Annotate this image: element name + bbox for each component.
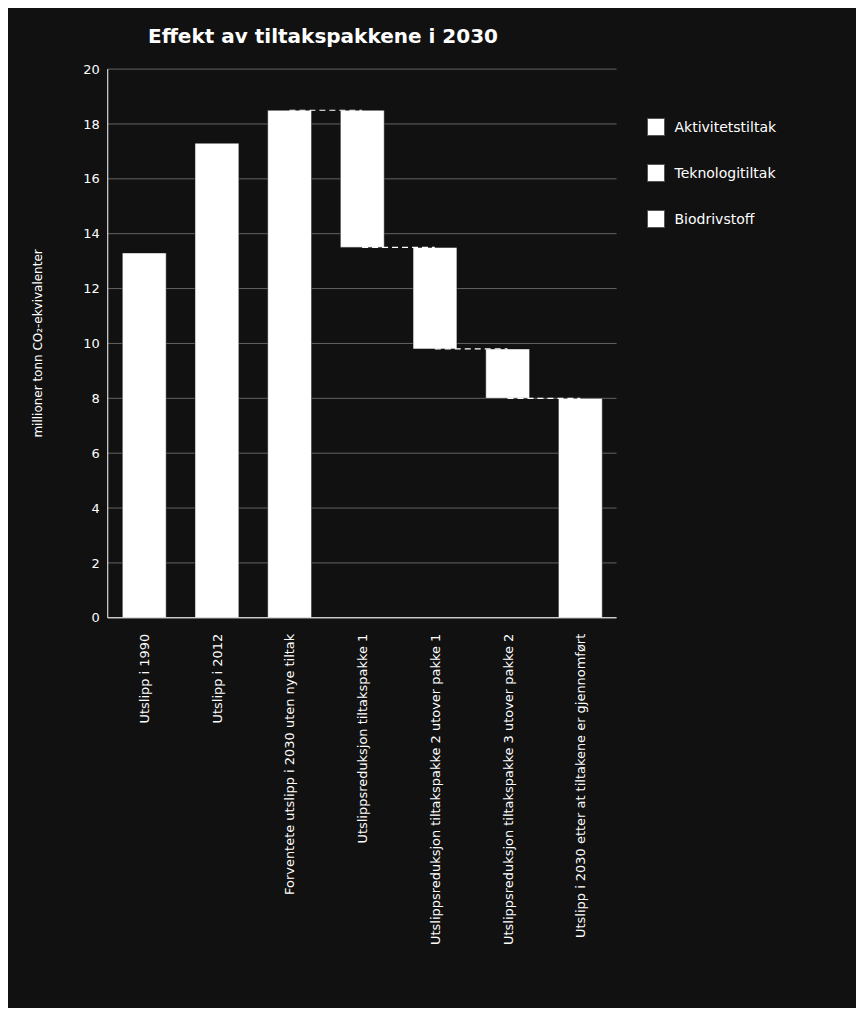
html-text:Teknologitiltak: Teknologitiltak: [674, 165, 776, 181]
html-text:Effekt av tiltakspakkene i 203: Effekt av tiltakspakkene i 2030: [148, 24, 498, 48]
svg-text:Forventete utslipp i 2030 uten: Forventete utslipp i 2030 uten nye tilta…: [282, 633, 297, 895]
svg-text:10: 10: [83, 336, 99, 351]
svg-text:16: 16: [83, 171, 99, 186]
svg-text:2: 2: [92, 556, 100, 571]
svg-text:20: 20: [83, 62, 99, 77]
svg-text:0: 0: [92, 610, 100, 625]
svg-text:Utslippsreduksjon tiltakspakke: Utslippsreduksjon tiltakspakke 1: [355, 634, 370, 844]
svg-text:Utslipp i 1990: Utslipp i 1990: [137, 634, 152, 724]
svg-text:Utslipp i 2030 etter at tiltak: Utslipp i 2030 etter at tiltakene er gje…: [573, 634, 588, 938]
svg-text:millioner tonn CO₂-ekvivalente: millioner tonn CO₂-ekvivalenter: [31, 249, 45, 437]
svg-text:8: 8: [92, 391, 100, 406]
html-text:Biodrivstoff: Biodrivstoff: [674, 211, 755, 227]
html-text:Aktivitetstiltak: Aktivitetstiltak: [674, 119, 777, 135]
svg-text:Utslippsreduksjon tiltakspakke: Utslippsreduksjon tiltakspakke 2 utover …: [428, 634, 443, 945]
svg-text:Utslipp i 2012: Utslipp i 2012: [210, 634, 225, 724]
svg-text:14: 14: [83, 226, 99, 241]
svg-text:12: 12: [83, 281, 99, 296]
svg-text:4: 4: [92, 501, 100, 516]
svg-text:18: 18: [83, 117, 99, 132]
svg-text:Utslippsreduksjon tiltakspakke: Utslippsreduksjon tiltakspakke 3 utover …: [501, 634, 516, 945]
svg-text:6: 6: [92, 446, 100, 461]
